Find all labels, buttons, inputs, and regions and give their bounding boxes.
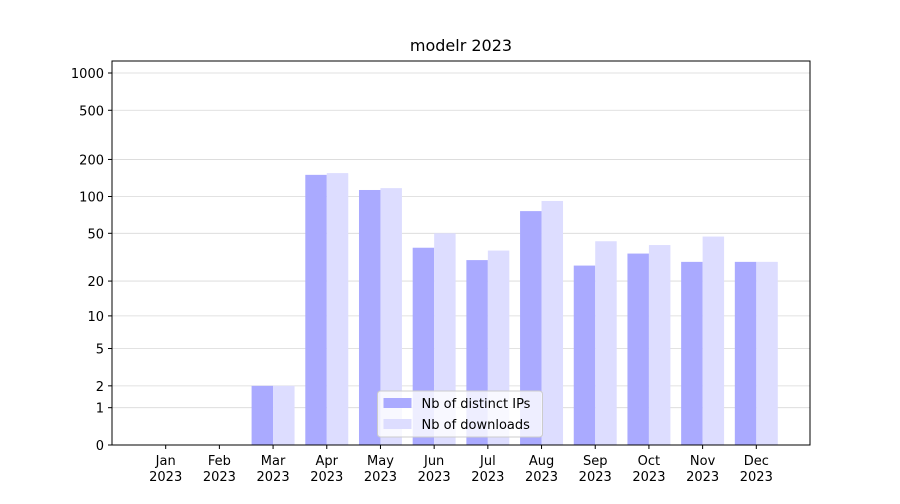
- bar: [648, 245, 671, 445]
- bar: [573, 265, 596, 445]
- bar: [627, 253, 649, 445]
- y-tick-label: 10: [87, 310, 104, 325]
- x-tick-label: Apr 2023: [310, 454, 343, 485]
- bar: [681, 261, 703, 445]
- y-tick-label: 1000: [71, 67, 104, 82]
- legend-label: Nb of distinct IPs: [422, 397, 531, 412]
- bar: [595, 241, 617, 445]
- y-tick-label: 200: [79, 153, 104, 168]
- bar: [273, 385, 295, 445]
- legend-swatch: [383, 398, 412, 408]
- plot-frame: [111, 60, 811, 446]
- legend-label: Nb of downloads: [422, 418, 531, 433]
- y-tick-label: 1: [96, 402, 104, 417]
- y-tick-label: 50: [87, 227, 104, 242]
- x-tick-label: Jun 2023: [418, 454, 451, 485]
- x-tick-label: Dec 2023: [740, 454, 773, 485]
- x-tick-label: Jul 2023: [471, 454, 504, 485]
- bar: [251, 385, 274, 445]
- x-tick-label: Sep 2023: [579, 454, 612, 485]
- y-tick-label: 2: [96, 380, 104, 395]
- bar: [734, 261, 757, 445]
- x-tick-label: Feb 2023: [203, 454, 236, 485]
- bar: [756, 261, 778, 445]
- x-tick-label: Jan 2023: [149, 454, 182, 485]
- bar: [702, 236, 725, 445]
- chart-title: modelr 2023: [410, 36, 512, 55]
- x-tick-label: Oct 2023: [632, 454, 665, 485]
- y-tick-label: 500: [79, 104, 104, 119]
- bar: [326, 173, 349, 445]
- y-tick-label: 0: [96, 439, 104, 454]
- y-tick-label: 20: [87, 275, 104, 290]
- legend-swatch: [383, 419, 412, 429]
- bar: [305, 174, 327, 445]
- bar: [358, 189, 381, 445]
- y-tick-label: 5: [96, 343, 104, 358]
- y-tick-label: 100: [79, 191, 104, 206]
- x-tick-label: Mar 2023: [257, 454, 290, 485]
- bar: [380, 188, 402, 445]
- bar: [520, 211, 542, 445]
- x-tick-label: Aug 2023: [525, 454, 558, 485]
- bar: [541, 200, 564, 445]
- x-tick-label: May 2023: [364, 454, 397, 485]
- x-tick-label: Nov 2023: [686, 454, 719, 485]
- legend-box: [377, 390, 543, 438]
